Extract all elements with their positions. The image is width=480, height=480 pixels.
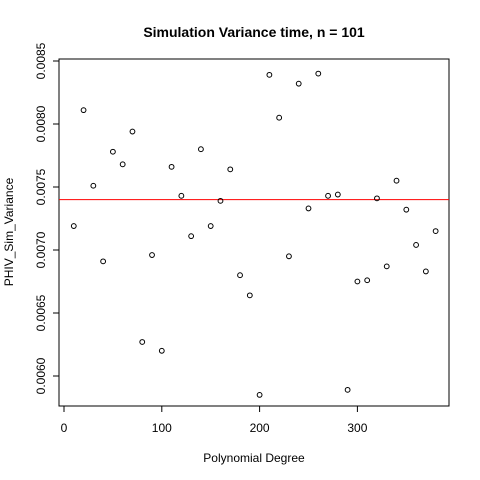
y-axis: 0.0060 0.0065 0.0070 0.0075 0.0080 0.0085	[34, 42, 59, 394]
data-point	[149, 252, 155, 258]
data-point	[100, 258, 107, 265]
y-tick-label: 0.0065	[34, 294, 48, 331]
data-point	[110, 148, 116, 155]
data-point	[256, 392, 263, 398]
y-tick-label: 0.0085	[34, 42, 48, 79]
data-point	[403, 206, 410, 213]
data-point	[422, 268, 429, 275]
data-point	[80, 107, 87, 114]
data-point	[207, 223, 214, 229]
x-axis: 0 100 200 300	[61, 406, 368, 435]
x-tick-label: 0	[61, 421, 68, 435]
data-point	[178, 192, 185, 199]
y-tick-label: 0.0075	[34, 168, 48, 205]
data-point	[325, 192, 331, 199]
plot-frame	[58, 58, 450, 407]
data-point	[266, 71, 273, 78]
data-point	[286, 253, 292, 260]
data-point	[413, 242, 419, 248]
data-point	[158, 347, 165, 354]
y-tick-label: 0.0080	[34, 105, 48, 142]
data-point	[237, 272, 243, 279]
y-axis-label: PHIV_Sim_Variance	[2, 177, 16, 286]
data-point	[90, 182, 97, 189]
x-axis-label: Polynomial Degree	[203, 451, 305, 465]
data-point	[393, 177, 400, 184]
data-point	[198, 146, 204, 153]
data-point	[432, 228, 439, 235]
x-tick-label: 300	[347, 421, 367, 435]
data-point	[354, 278, 361, 285]
x-tick-label: 200	[250, 421, 270, 435]
y-tick-label: 0.0070	[34, 231, 48, 268]
data-point	[217, 197, 224, 204]
data-point	[188, 233, 195, 240]
data-point	[295, 80, 302, 87]
data-point	[374, 195, 380, 202]
data-point	[227, 166, 234, 173]
data-point	[119, 161, 126, 168]
data-point	[139, 339, 146, 345]
data-point	[70, 223, 77, 229]
data-point	[315, 70, 322, 77]
data-point	[344, 386, 351, 393]
data-point	[276, 114, 283, 121]
data-point	[305, 205, 312, 212]
y-tick-label: 0.0060	[34, 357, 48, 394]
data-point	[383, 263, 390, 270]
data-points	[70, 70, 439, 398]
chart-title: Simulation Variance time, n = 101	[143, 24, 365, 40]
data-point	[168, 163, 175, 170]
data-point	[129, 128, 136, 135]
data-point	[364, 277, 371, 284]
data-point	[334, 191, 341, 198]
x-tick-label: 100	[152, 421, 172, 435]
data-point	[246, 292, 253, 299]
